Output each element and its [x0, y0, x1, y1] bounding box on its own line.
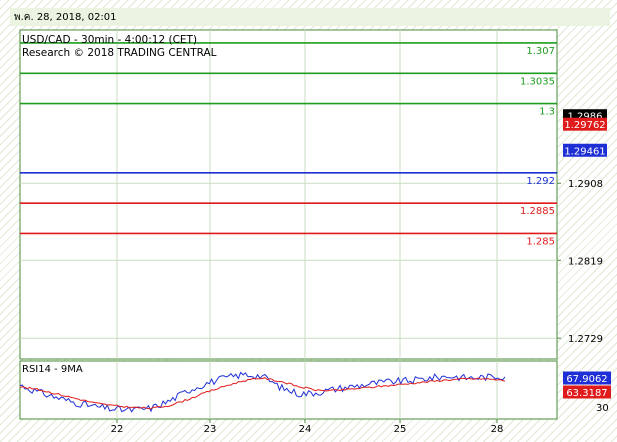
main-plot-area [19, 29, 558, 360]
price-tag-bg [563, 143, 607, 157]
y-tick-label: 1.2819 [568, 256, 603, 267]
level-label: 1.292 [526, 176, 555, 187]
x-tick-label: 23 [204, 424, 217, 435]
chart-title: USD/CAD - 30min - 4:00:12 (CET) [22, 34, 197, 46]
rsi-value-tag-bg [563, 385, 611, 399]
rsi-y-tick-label: 30 [596, 403, 609, 414]
rsi-value-tags: 67.9062 63.3187 [563, 371, 611, 399]
x-axis-ticks: 22 23 24 25 28 [111, 419, 504, 435]
rsi-value-tag-bg [563, 371, 611, 385]
x-tick-label: 25 [394, 424, 407, 435]
chart-subtitle: Research © 2018 TRADING CENTRAL [22, 47, 217, 59]
y-axis-ticks: 1.2729 1.2819 1.2908 [557, 179, 603, 345]
rsi-value-tag-label: 63.3187 [566, 388, 607, 399]
level-lines [20, 42, 557, 235]
x-tick-label: 22 [111, 424, 124, 435]
grid-rsi [116, 361, 498, 419]
rsi-y-ticks: 30 [596, 403, 609, 414]
level-label: 1.3 [539, 107, 555, 118]
y-tick-label: 1.2908 [568, 179, 603, 190]
level-label: 1.3035 [520, 76, 555, 87]
price-tag-label: 1.29762 [564, 120, 605, 131]
price-tag-bg [563, 117, 607, 131]
date-bar [10, 8, 610, 26]
rsi-line [19, 371, 506, 413]
level-label: 1.307 [526, 46, 555, 57]
grid-main [20, 30, 557, 359]
rsi-ma-line [19, 377, 506, 410]
price-tag-label: 1.29461 [564, 146, 605, 157]
y-tick-label: 1.2729 [568, 334, 603, 345]
level-labels: 1.307 1.3035 1.3 1.292 1.2885 1.285 [520, 46, 555, 247]
rsi-title: RSI14 - 9MA [22, 364, 83, 375]
x-tick-label: 24 [299, 424, 312, 435]
level-label: 1.285 [526, 236, 555, 247]
rsi-value-tag-label: 67.9062 [566, 374, 607, 385]
datetime-label: พ.ค. 28, 2018, 02:01 [14, 12, 117, 23]
price-tag-label: 1.2986 [568, 112, 603, 123]
level-label: 1.2885 [520, 206, 555, 217]
x-tick-label: 28 [491, 424, 504, 435]
